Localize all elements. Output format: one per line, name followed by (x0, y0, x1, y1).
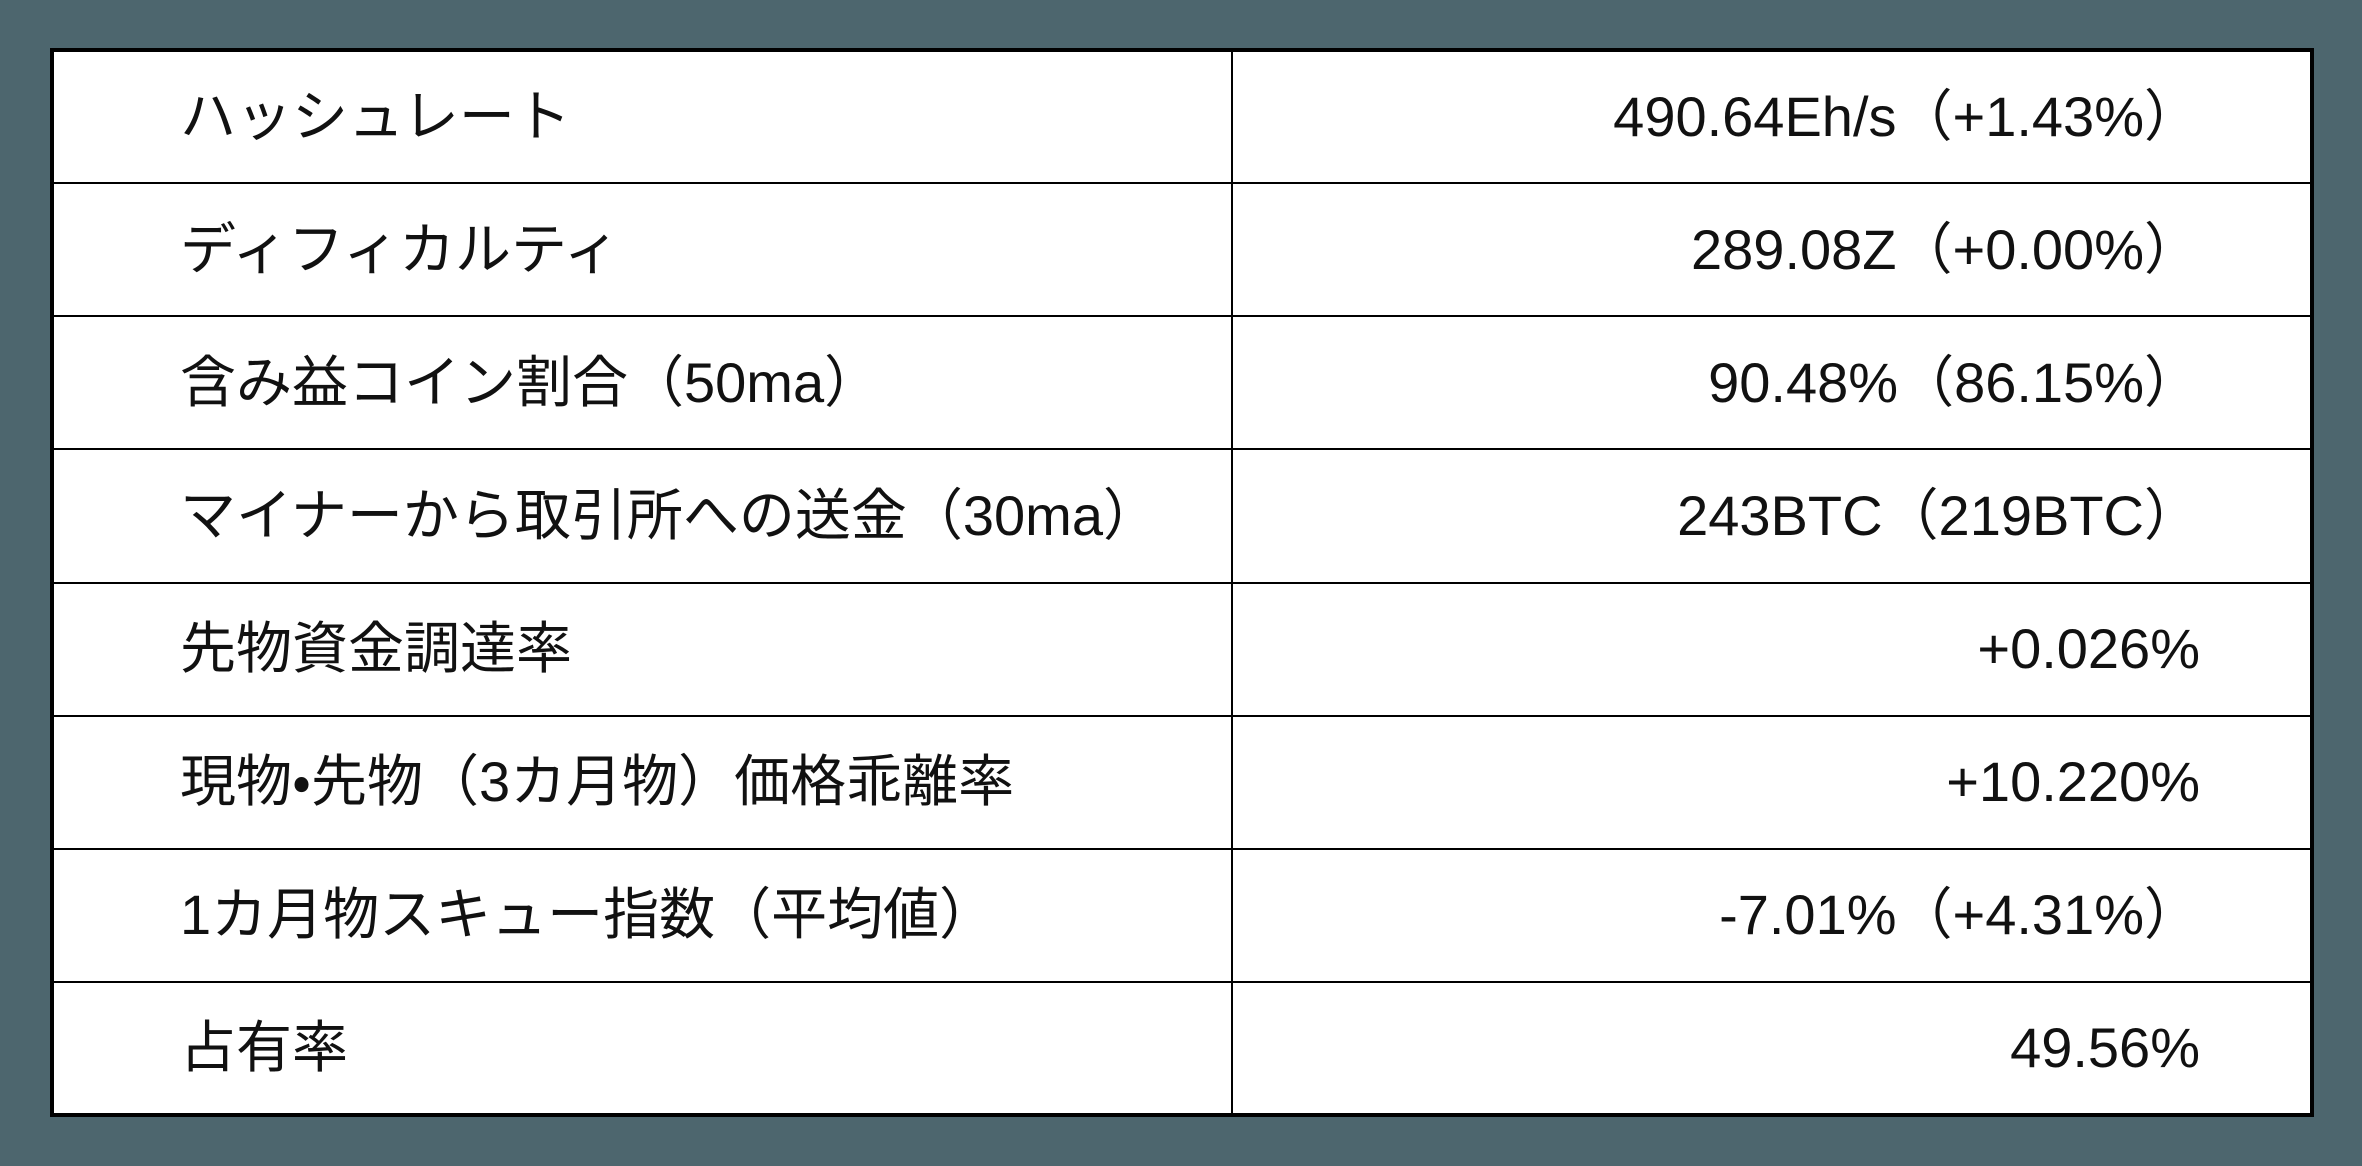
table-row-profit-coin-ratio: 含み益コイン割合（50ma） 90.48%（86.15%） (51, 315, 2313, 451)
metric-label: 占有率 (51, 980, 1233, 1117)
table-row-skew-index: 1カ月物スキュー指数（平均値） -7.01%（+4.31%） (51, 847, 2313, 983)
table-row-difficulty: ディフィカルティ 289.08Z（+0.00%） (51, 182, 2313, 318)
metric-value: 90.48%（86.15%） (1231, 315, 2313, 451)
table-row-spot-futures-divergence: 現物・先物（3カ月物）価格乖離率 +10.220% (51, 714, 2313, 850)
metric-value: +10.220% (1231, 714, 2313, 850)
metric-value: 490.64Eh/s（+1.43%） (1231, 48, 2313, 185)
metric-label: マイナーから取引所への送金（30ma） (51, 448, 1233, 584)
metric-value: 289.08Z（+0.00%） (1231, 182, 2313, 318)
metric-value: -7.01%（+4.31%） (1231, 847, 2313, 983)
metric-label: 含み益コイン割合（50ma） (51, 315, 1233, 451)
metric-label: 現物・先物（3カ月物）価格乖離率 (51, 714, 1233, 850)
metric-value: 49.56% (1231, 980, 2313, 1117)
crypto-metrics-table: ハッシュレート 490.64Eh/s（+1.43%） ディフィカルティ 289.… (50, 48, 2314, 1117)
metric-label: ディフィカルティ (51, 182, 1233, 318)
table-row-funding-rate: 先物資金調達率 +0.026% (51, 581, 2313, 717)
metric-label: ハッシュレート (51, 48, 1233, 185)
metric-value: +0.026% (1231, 581, 2313, 717)
metric-label: 先物資金調達率 (51, 581, 1233, 717)
table-row-dominance: 占有率 49.56% (51, 980, 2313, 1117)
metric-label: 1カ月物スキュー指数（平均値） (51, 847, 1233, 983)
table-row-hashrate: ハッシュレート 490.64Eh/s（+1.43%） (51, 48, 2313, 185)
table-row-miner-to-exchange: マイナーから取引所への送金（30ma） 243BTC（219BTC） (51, 448, 2313, 584)
metric-value: 243BTC（219BTC） (1231, 448, 2313, 584)
